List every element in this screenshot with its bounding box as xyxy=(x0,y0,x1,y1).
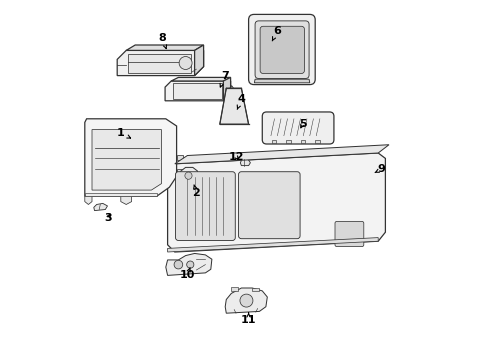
Polygon shape xyxy=(121,196,132,204)
Polygon shape xyxy=(301,140,305,143)
Text: 12: 12 xyxy=(228,152,244,162)
Text: 8: 8 xyxy=(158,33,167,49)
Polygon shape xyxy=(168,153,386,252)
Polygon shape xyxy=(254,79,310,83)
Polygon shape xyxy=(231,287,238,291)
FancyBboxPatch shape xyxy=(335,221,364,247)
Text: 7: 7 xyxy=(220,71,229,87)
Circle shape xyxy=(187,261,194,268)
Polygon shape xyxy=(168,238,378,252)
Polygon shape xyxy=(126,45,204,50)
Polygon shape xyxy=(92,130,162,190)
Text: 1: 1 xyxy=(117,128,130,138)
Polygon shape xyxy=(195,45,204,76)
Text: 9: 9 xyxy=(375,164,386,174)
Polygon shape xyxy=(240,159,250,166)
Polygon shape xyxy=(171,77,231,81)
Polygon shape xyxy=(128,54,191,73)
Polygon shape xyxy=(94,203,107,211)
Text: 3: 3 xyxy=(104,213,112,223)
Polygon shape xyxy=(220,88,248,124)
FancyBboxPatch shape xyxy=(262,112,334,144)
Polygon shape xyxy=(173,83,221,99)
Polygon shape xyxy=(85,196,92,204)
Polygon shape xyxy=(315,140,319,143)
Polygon shape xyxy=(165,81,231,101)
Polygon shape xyxy=(252,288,259,291)
Polygon shape xyxy=(225,288,268,313)
Text: 6: 6 xyxy=(272,26,281,41)
Polygon shape xyxy=(85,119,176,196)
Text: 4: 4 xyxy=(237,94,245,109)
Text: 5: 5 xyxy=(299,119,306,129)
Polygon shape xyxy=(176,169,183,175)
Polygon shape xyxy=(175,145,389,164)
Text: 2: 2 xyxy=(193,185,200,198)
Circle shape xyxy=(174,260,183,269)
Polygon shape xyxy=(166,253,212,275)
Circle shape xyxy=(240,294,253,307)
FancyBboxPatch shape xyxy=(175,172,235,240)
FancyBboxPatch shape xyxy=(248,14,315,85)
Circle shape xyxy=(185,172,192,179)
Polygon shape xyxy=(179,167,197,184)
Circle shape xyxy=(179,57,192,69)
Polygon shape xyxy=(272,140,276,143)
FancyBboxPatch shape xyxy=(239,172,300,239)
Text: 10: 10 xyxy=(180,267,195,280)
Polygon shape xyxy=(85,193,157,196)
Text: 11: 11 xyxy=(241,312,256,325)
Polygon shape xyxy=(223,77,231,101)
Polygon shape xyxy=(286,140,291,143)
Polygon shape xyxy=(117,50,204,76)
FancyBboxPatch shape xyxy=(255,21,309,78)
FancyBboxPatch shape xyxy=(260,26,304,73)
Polygon shape xyxy=(176,155,183,160)
